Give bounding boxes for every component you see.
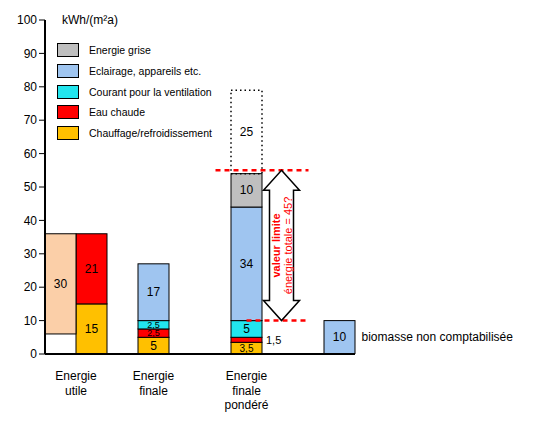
svg-text:50: 50: [24, 180, 38, 194]
svg-text:10: 10: [24, 314, 38, 328]
svg-text:15: 15: [85, 322, 99, 336]
html-text:Energie grise: Energie grise: [89, 44, 151, 57]
svg-text:finale: finale: [139, 384, 168, 398]
svg-text:finale: finale: [232, 384, 261, 398]
svg-text:biomasse non comptabilisée: biomasse non comptabilisée: [362, 330, 514, 344]
svg-text:Energie: Energie: [133, 369, 175, 383]
svg-text:25: 25: [240, 125, 254, 139]
svg-text:Energie: Energie: [226, 369, 268, 383]
svg-text:5: 5: [150, 339, 157, 353]
svg-text:3,5: 3,5: [240, 343, 254, 354]
svg-text:énergie totale = 45?: énergie totale = 45?: [283, 197, 295, 295]
svg-text:80: 80: [24, 80, 38, 94]
svg-text:5: 5: [243, 322, 250, 336]
html-text:Eau chaude: Eau chaude: [89, 106, 146, 119]
svg-text:21: 21: [85, 262, 99, 276]
svg-text:0: 0: [30, 347, 37, 361]
html-text:Eclairage, appareils etc.: Eclairage, appareils etc.: [89, 65, 202, 77]
html-text:kWh/(m²a): kWh/(m²a): [62, 13, 118, 27]
svg-text:100: 100: [17, 13, 37, 27]
svg-text:30: 30: [24, 247, 38, 261]
svg-text:pondéré: pondéré: [224, 398, 268, 412]
svg-text:17: 17: [147, 285, 161, 299]
svg-text:20: 20: [24, 280, 38, 294]
svg-text:60: 60: [24, 147, 38, 161]
svg-text:10: 10: [240, 183, 254, 197]
svg-text:90: 90: [24, 47, 38, 61]
svg-text:34: 34: [240, 257, 254, 271]
svg-text:40: 40: [24, 214, 38, 228]
svg-text:utile: utile: [65, 384, 87, 398]
svg-text:10: 10: [333, 330, 347, 344]
svg-text:2,5: 2,5: [147, 328, 160, 339]
svg-text:valeur limite: valeur limite: [271, 213, 283, 277]
svg-text:70: 70: [24, 113, 38, 127]
html-text:Courant pour la ventilation: Courant pour la ventilation: [89, 85, 212, 98]
svg-text:30: 30: [54, 277, 68, 291]
html-text:Chauffage/refroidissement: Chauffage/refroidissement: [89, 127, 212, 140]
svg-text:1,5: 1,5: [266, 334, 281, 346]
svg-text:2,5: 2,5: [147, 320, 160, 330]
svg-text:Energie: Energie: [55, 369, 97, 383]
